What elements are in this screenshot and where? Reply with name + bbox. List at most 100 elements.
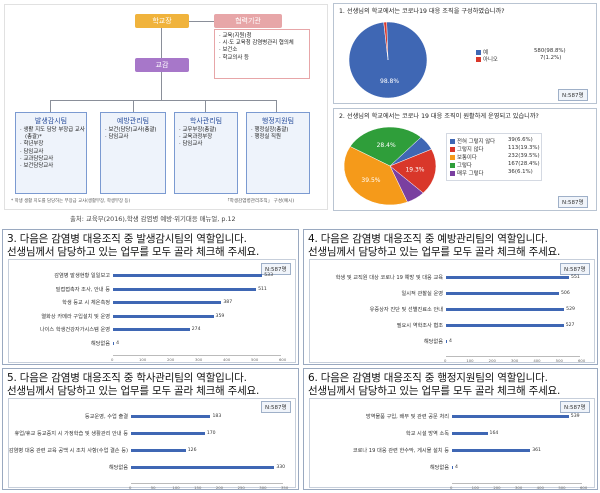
bar-value-label: 511 [258,286,267,292]
legend-swatch [476,57,481,62]
bar-category-label: 밀접접촉자 조사, 안내 등 [55,286,110,293]
bar [452,466,453,469]
principal-box: 학교장 [135,14,189,28]
connector-line [276,100,277,112]
x-axis-tick-label: 400 [536,485,544,490]
bar-value-label: 359 [215,313,225,319]
bar-category-label: 유증상자 진단 및 선별진료소 안내 [369,307,443,313]
x-axis-tick-label: 200 [167,357,175,362]
legend-swatch [450,147,455,152]
x-axis-tick-label: 250 [237,485,245,490]
q6-n-badge: N:587명 [560,401,590,413]
bar-value-label: 527 [565,323,575,328]
bar [113,287,257,291]
bar [131,466,275,469]
bar [452,415,569,418]
org-chart-panel: 학교장 교감 협력기관 · 교육(지원)청 · 시·도 교육청 감염병관리 협의… [4,4,328,210]
x-axis-tick-label: 100 [139,357,147,362]
x-axis-tick-label: 600 [279,357,287,362]
q1-legend-yes: 예 [476,48,488,56]
x-axis-tick-label: 400 [223,357,231,362]
x-axis-tick-label: 0 [111,357,114,362]
bar-category-label: 방역물품 구입, 배부 및 관련 공문 처리 [365,414,449,420]
q2-legend [446,133,542,181]
x-axis-tick-label: 500 [555,358,563,363]
bar-category-label: 해당없음 [423,339,443,345]
bar [131,415,211,418]
q6-title: 6. 다음은 감염병 대응조직 중 행정지원팀의 역할입니다. 선생님께서 담당… [308,372,561,397]
bar-category-label: 필요시 역학조사 협조 [396,323,443,329]
bar [452,432,488,435]
connector-line [189,21,214,22]
q5-panel: 5. 다음은 감염병 대응조직 중 학사관리팀의 역할입니다. 선생님께서 담당… [2,368,299,490]
team-surveillance: 발생감시팀 · 생활 지도 담당 부장급 교사 (총괄)* · 학년부장 · 담… [15,112,87,194]
connector-line [50,100,277,101]
bar-value-label: 274 [191,327,201,332]
bar-category-label: 감염병 발생현황 일일보고 [54,273,110,279]
bar-value-label: 387 [223,300,233,305]
q2-legend-value: 232(39.5%) [508,153,540,159]
q2-panel: 2. 선생님의 학교에서는 코로나 19 대응 조직이 원활하게 운영되고 있습… [333,108,597,211]
bar-value-label: 170 [206,431,216,436]
team-member: · 학년부장 [20,141,44,148]
team-member: · 담임교사 [179,141,203,148]
bar [131,432,205,435]
bar-value-label: 506 [561,291,570,296]
source-caption: 출처: 교육부(2016),학생 감염병 예방·위기대응 매뉴얼, p.12 [70,215,236,223]
team-member: · 행정실 직원 [251,134,281,141]
bar-category-label: 코로나 19 대응 관련 한수막, 게시물 설치 등 [352,448,449,454]
team-prevention: 예방관리팀 · 보건(담당)교사(총괄) · 담임교사 [100,112,166,194]
x-axis-tick-label: 200 [493,485,501,490]
q2-legend-value: 39(6.6%) [508,137,533,143]
x-axis-tick-label: 100 [471,485,479,490]
q3-title: 3. 다음은 감염병 대응조직 중 발생감시팀의 역할입니다. 선생님께서 담당… [7,233,260,258]
partner-list: · 교육(지원)청 · 시·도 교육청 감염병관리 협의체 · 보건소 · 학교… [219,33,294,62]
bar-category-label: 등교운영, 수업 출결 [84,414,128,420]
x-axis-tick-label: 500 [251,357,259,362]
x-axis-tick-label: 500 [558,485,566,490]
bar [446,276,570,279]
bar [452,449,531,452]
team-title: 발생감시팀 [34,117,68,125]
q2-legend-row: 그렇지 않다 [450,145,484,153]
legend-swatch [450,139,455,144]
team-member: · 교무부장(총괄) [179,127,217,133]
bar-category-label: 휴업/휴교 등교중지 시 가정학습 및 생활관리 안내 등 [14,431,128,437]
bar-value-label: 330 [276,465,286,470]
bar-category-label: 해당없음 [90,340,110,347]
bar [446,292,559,295]
pie-slice [389,148,437,194]
q5-n-badge: N:587명 [261,401,291,413]
team-title: 학사관리팀 [189,117,223,125]
x-axis-tick-label: 0 [129,485,132,490]
q3-panel: 3. 다음은 감염병 대응조직 중 발생감시팀의 역할입니다. 선생님께서 담당… [2,229,299,365]
team-member: · 보건담당교사 [20,163,54,170]
bar-value-label: 126 [187,448,197,453]
team-academic: 학사관리팀 · 교무부장(총괄) · 교육과정부장 · 담임교사 [174,112,238,194]
pie-slice [343,146,408,206]
bar-value-label: 539 [570,414,580,419]
q4-panel: 4. 다음은 감염병 대응조직 중 예방관리팀의 역할입니다. 선생님께서 담당… [303,229,598,365]
team-member: · 교육과정부장 [179,134,213,141]
pie-value-label: 98.8% [380,78,399,85]
partner-item: · 교육(지원)청 [219,33,252,39]
bar-value-label: 4 [449,339,452,344]
org-footnote: * 학생 생활 지도를 담당하는 부장급 교사(생활부장, 학생부장 등) [11,199,131,204]
q6-panel: 6. 다음은 감염병 대응조직 중 행정지원팀의 역할입니다. 선생님께서 담당… [303,368,598,490]
legend-swatch [450,163,455,168]
bar-category-label: 학생 및 교직원 대상 코로나 19 예방 및 대응 교육 [335,275,443,281]
pie-slice [349,126,422,167]
team-member: · 행정실장(총괄) [251,127,289,133]
x-axis-tick-label: 300 [515,485,523,490]
bar-value-label: 164 [489,431,499,436]
legend-swatch [450,155,455,160]
connector-line [133,100,134,112]
x-axis-tick-label: 400 [533,358,541,363]
bar-category-label: 감염병 대응 관련 교육 공백 시 조치 사항(수업 결손 등) [8,448,128,454]
x-axis-line [446,356,580,357]
pie-value-label: 28.4% [377,142,396,149]
q2-legend-value: 167(28.4%) [508,161,540,167]
x-axis-line [113,355,281,356]
bar-category-label: 해당없음 [429,465,449,471]
bar [113,314,214,318]
